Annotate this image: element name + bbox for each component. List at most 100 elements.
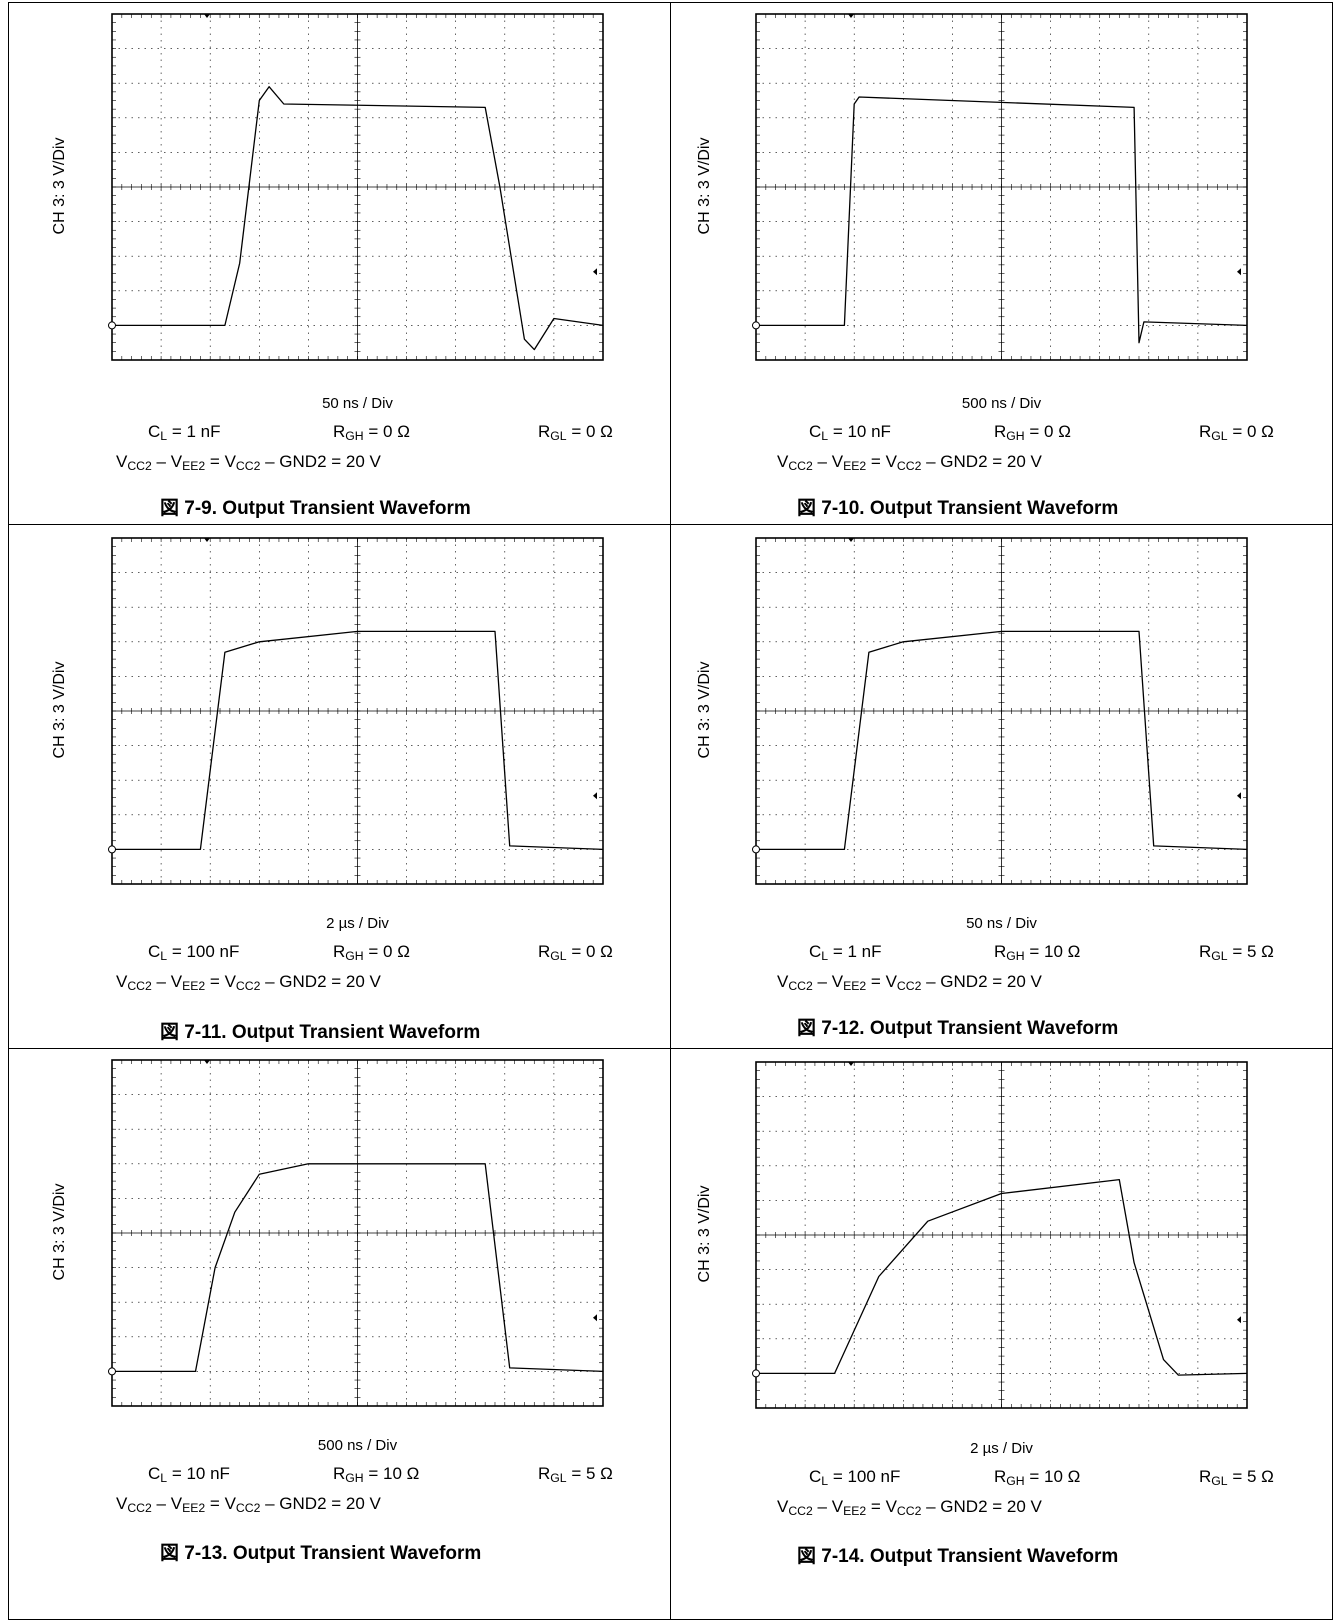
trigger-level-marker [593,268,597,276]
rgl-value: = 0 Ω [566,942,613,961]
supply-v3: V [224,452,236,471]
supply-dash1: – [812,452,832,471]
gate-resistance-high: RGH = 10 Ω [994,942,1080,962]
cl-value: = 100 nF [167,942,240,961]
waveform-trace [756,1178,1248,1376]
gate-resistance-low: RGL = 5 Ω [1199,942,1274,962]
trigger-level-marker [1237,268,1241,276]
supply-voltage: VCC2 – VEE2 = VCC2 – GND2 = 20 V [116,972,381,992]
plot-border [111,537,604,885]
supply-eq1: = [866,452,886,471]
waveform-trace [756,96,1248,344]
supply-dash1: – [812,1497,832,1516]
rgh-symbol: R [333,1464,346,1483]
supply-dash1: – [151,1494,171,1513]
cl-subscript: L [821,949,829,964]
supply-eq1: = [205,452,225,471]
column-divider [670,3,671,1619]
supply-v1sub: CC2 [127,1501,152,1516]
rgl-value: = 0 Ω [566,422,613,441]
cl-subscript: L [160,949,168,964]
cl-symbol: C [148,422,161,441]
plot-border [111,1059,604,1407]
supply-rest: – GND2 = 20 V [921,1497,1042,1516]
trigger-marker [204,1060,210,1064]
supply-v2: V [170,972,183,991]
rgh-value: = 0 Ω [363,422,410,441]
supply-v2sub: EE2 [843,459,867,474]
rgl-symbol: R [538,942,551,961]
rgl-value: = 5 Ω [1227,942,1274,961]
supply-v2sub: EE2 [182,1501,206,1516]
supply-rest: – GND2 = 20 V [921,452,1042,471]
cl-subscript: L [821,1474,829,1489]
trigger-level-marker [1237,1316,1241,1324]
rgh-symbol: R [333,422,346,441]
oscilloscope-plot [108,537,604,885]
supply-v3: V [885,1497,897,1516]
time-per-division: 500 ns / Div [961,395,1042,412]
rgh-symbol: R [333,942,346,961]
cl-subscript: L [160,429,168,444]
channel-ground-marker [108,321,116,330]
time-per-division: 2 µs / Div [970,1440,1033,1457]
row-divider [9,524,1332,525]
supply-v1sub: CC2 [127,459,152,474]
cl-value: = 100 nF [828,1467,901,1486]
gate-resistance-low: RGL = 0 Ω [1199,422,1274,442]
gate-resistance-low: RGL = 5 Ω [1199,1467,1274,1487]
supply-v1: V [116,1494,128,1513]
channel-ground-marker [752,845,760,854]
oscilloscope-plot [752,1061,1248,1409]
plot-border [755,1061,1248,1409]
rgl-value: = 5 Ω [1227,1467,1274,1486]
supply-v1: V [116,452,128,471]
channel-ground-marker [108,845,116,854]
supply-v2: V [170,452,183,471]
rgh-value: = 0 Ω [363,942,410,961]
supply-voltage: VCC2 – VEE2 = VCC2 – GND2 = 20 V [777,1497,1042,1517]
rgh-symbol: R [994,422,1007,441]
y-axis-label: CH 3: 3 V/Div [696,1185,713,1283]
supply-voltage: VCC2 – VEE2 = VCC2 – GND2 = 20 V [777,972,1042,992]
y-axis-label: CH 3: 3 V/Div [696,661,713,759]
rgl-symbol: R [1199,942,1212,961]
rgl-subscript: GL [550,429,567,444]
rgh-value: = 10 Ω [1024,942,1081,961]
figure-title: 図 7-12. Output Transient Waveform [797,1018,1119,1039]
cl-subscript: L [160,1471,168,1486]
plot-border [755,537,1248,885]
rgl-symbol: R [1199,422,1212,441]
supply-dash1: – [151,972,171,991]
supply-v2: V [831,452,844,471]
cl-value: = 1 nF [167,422,221,441]
rgl-subscript: GL [1211,949,1228,964]
y-axis-label: CH 3: 3 V/Div [696,137,713,235]
load-capacitance: CL = 1 nF [809,942,881,962]
waveform-trace [112,630,604,851]
cl-symbol: C [809,942,822,961]
cl-value: = 1 nF [828,942,882,961]
supply-voltage: VCC2 – VEE2 = VCC2 – GND2 = 20 V [777,452,1042,472]
gate-resistance-high: RGH = 0 Ω [333,422,410,442]
rgh-value: = 10 Ω [1024,1467,1081,1486]
row-divider [9,1048,1332,1049]
channel-ground-marker [752,1369,760,1378]
time-per-division: 50 ns / Div [966,915,1037,932]
supply-v3: V [224,972,236,991]
cl-symbol: C [809,1467,822,1486]
supply-v1sub: CC2 [788,459,813,474]
rgl-subscript: GL [1211,429,1228,444]
trigger-level-marker [593,792,597,800]
waveform-trace [112,86,604,351]
rgh-subscript: GH [1006,1474,1025,1489]
supply-v1: V [777,1497,789,1516]
rgh-subscript: GH [345,1471,364,1486]
cl-symbol: C [148,942,161,961]
supply-v3sub: CC2 [235,1501,261,1516]
gate-resistance-high: RGH = 10 Ω [994,1467,1080,1487]
waveform-trace [756,630,1248,851]
y-axis-label: CH 3: 3 V/Div [51,661,68,759]
gate-resistance-low: RGL = 5 Ω [538,1464,613,1484]
supply-v1sub: CC2 [788,1504,813,1519]
